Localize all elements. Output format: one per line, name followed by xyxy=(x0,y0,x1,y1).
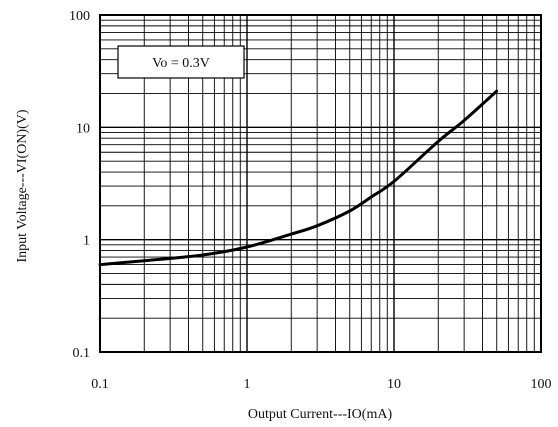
y-tick-label: 1 xyxy=(83,234,90,249)
x-tick-label: 1 xyxy=(244,377,251,392)
y-axis-title: Input Voltage---VI(ON)(V) xyxy=(15,109,30,262)
x-tick-label: 100 xyxy=(531,377,552,392)
y-tick-label: 10 xyxy=(76,121,90,136)
y-tick-label: 100 xyxy=(69,9,90,24)
x-tick-label: 10 xyxy=(387,377,401,392)
annotation-box: Vo = 0.3V xyxy=(117,45,245,79)
y-tick-label: 0.1 xyxy=(73,346,91,361)
series-line xyxy=(98,89,499,267)
plot-frame xyxy=(99,14,542,353)
series-layer xyxy=(98,89,499,267)
x-tick-label: 0.1 xyxy=(91,377,109,392)
x-axis-title: Output Current---IO(mA) xyxy=(248,407,393,422)
tick-labels: 0.1 1 10 100 0.1 1 10 100 xyxy=(69,9,552,392)
annotation-box-frame xyxy=(117,45,245,79)
annotation-text: Vo = 0.3V xyxy=(152,56,210,71)
